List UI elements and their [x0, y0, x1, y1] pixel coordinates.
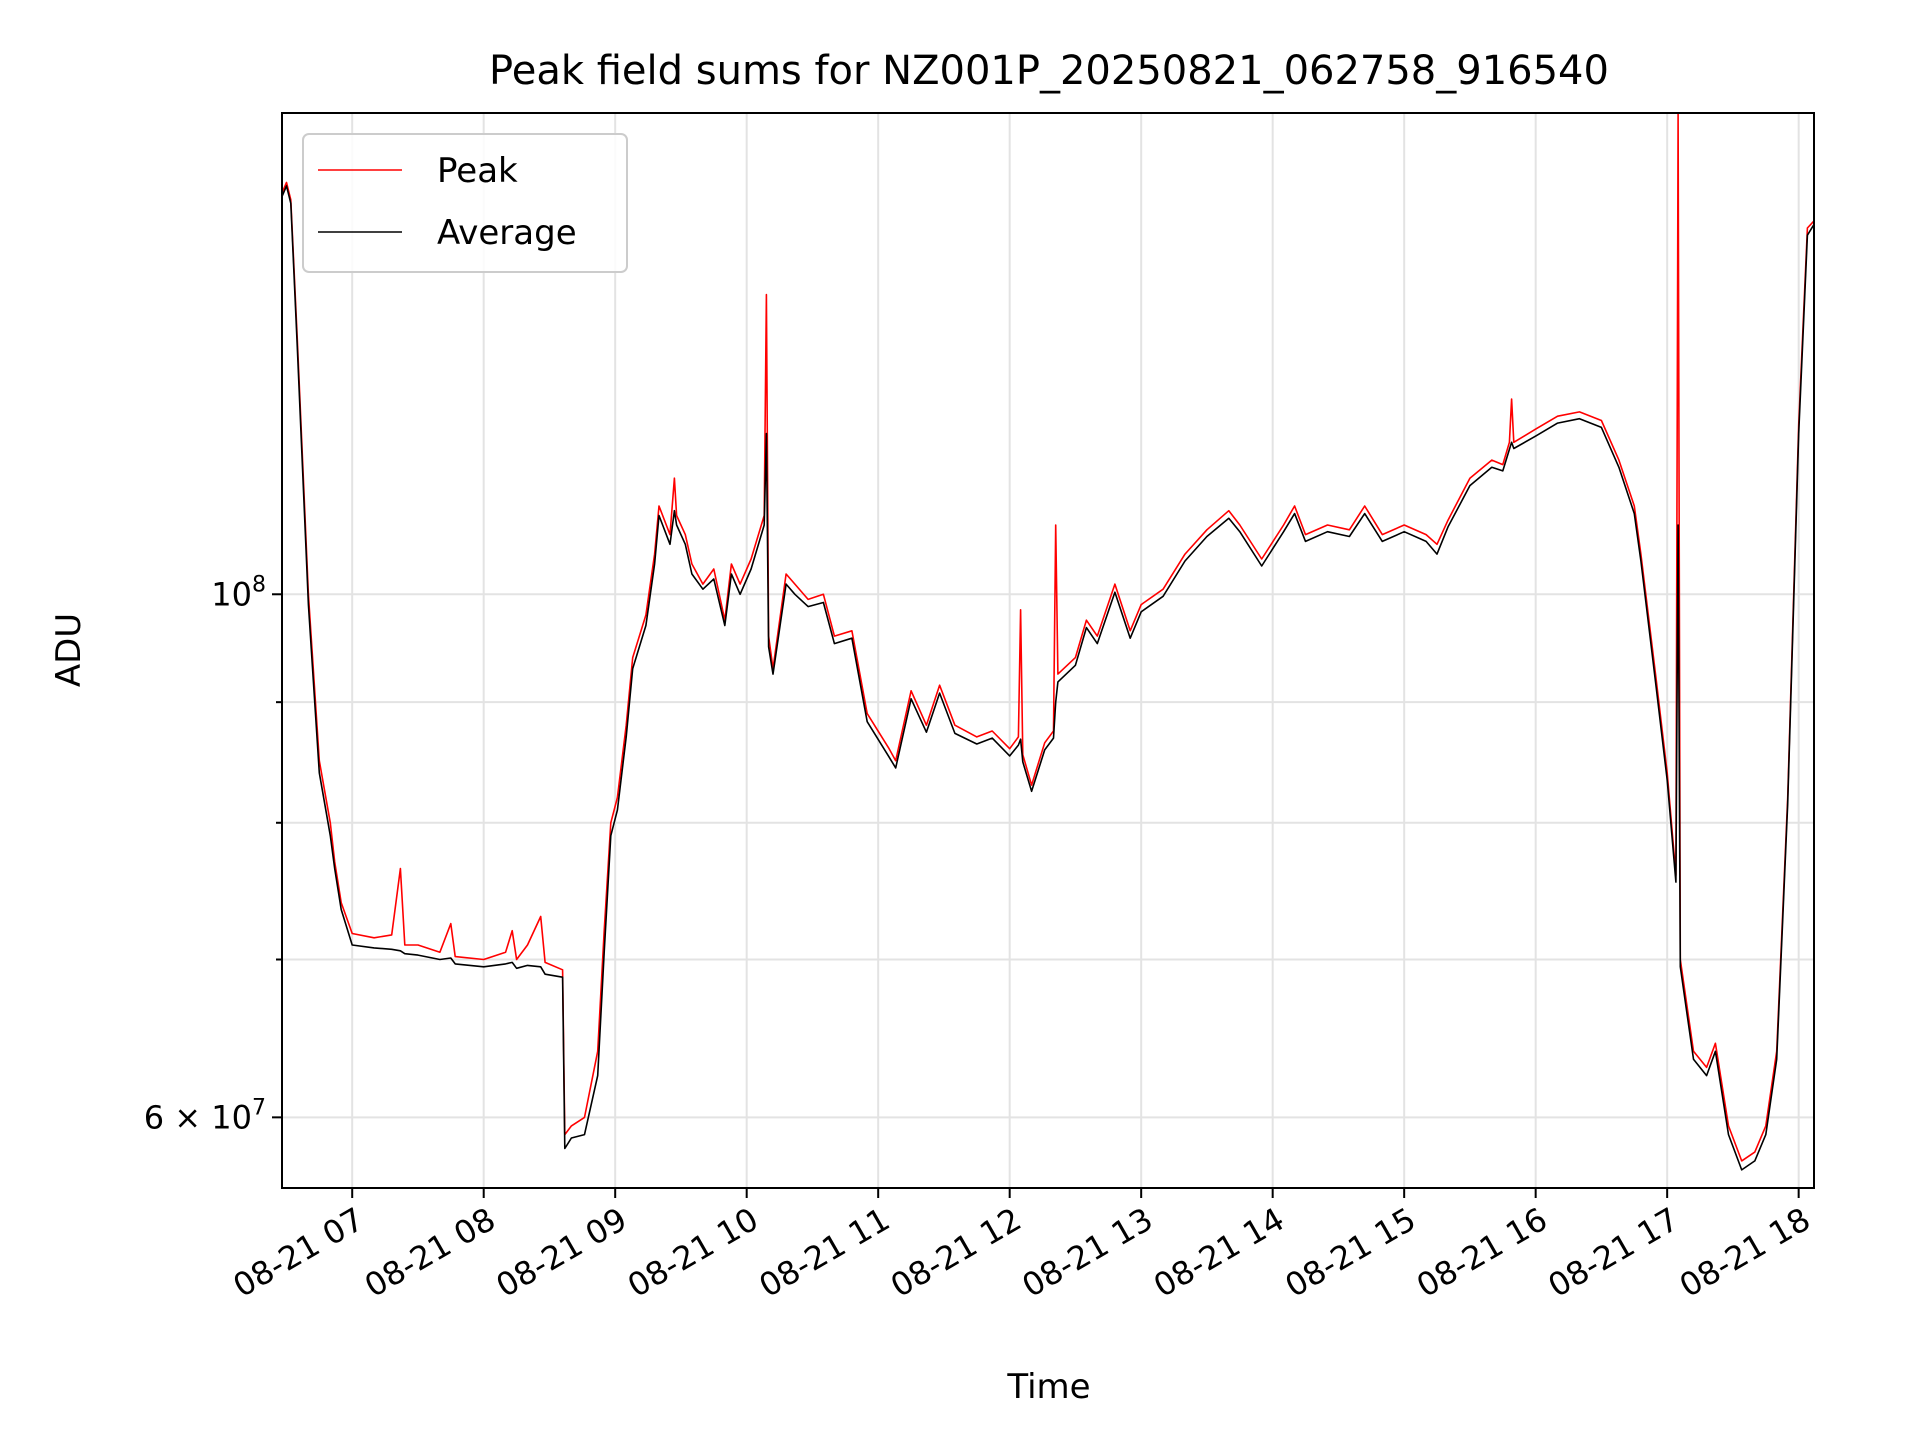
- y-tick-label: 108: [211, 572, 266, 613]
- y-axis: 6 × 107 108: [144, 572, 282, 1136]
- y-tick-label-base: 6 × 10: [144, 1098, 252, 1136]
- series-line-average: [281, 185, 1815, 1171]
- y-tick-label-exponent: 7: [252, 1095, 266, 1120]
- series-layer: [281, 112, 1815, 1171]
- y-axis-label: ADU: [49, 613, 89, 687]
- y-tick-label-exponent: 8: [252, 572, 266, 597]
- legend-box: [302, 133, 628, 273]
- chart-title: Peak field sums for NZ001P_20250821_0627…: [489, 48, 1609, 94]
- legend-label-average: Average: [437, 213, 577, 253]
- legend: Peak Average: [302, 133, 628, 273]
- plot-area: [282, 113, 1814, 1188]
- series-line-peak: [281, 112, 1815, 1162]
- legend-label-peak: Peak: [437, 151, 518, 191]
- x-axis-label: Time: [1006, 1367, 1090, 1407]
- y-tick-label: 6 × 107: [144, 1095, 266, 1136]
- plot-frame: [281, 112, 1815, 1189]
- grid: [282, 113, 1814, 1188]
- y-tick-label-base: 10: [211, 575, 252, 613]
